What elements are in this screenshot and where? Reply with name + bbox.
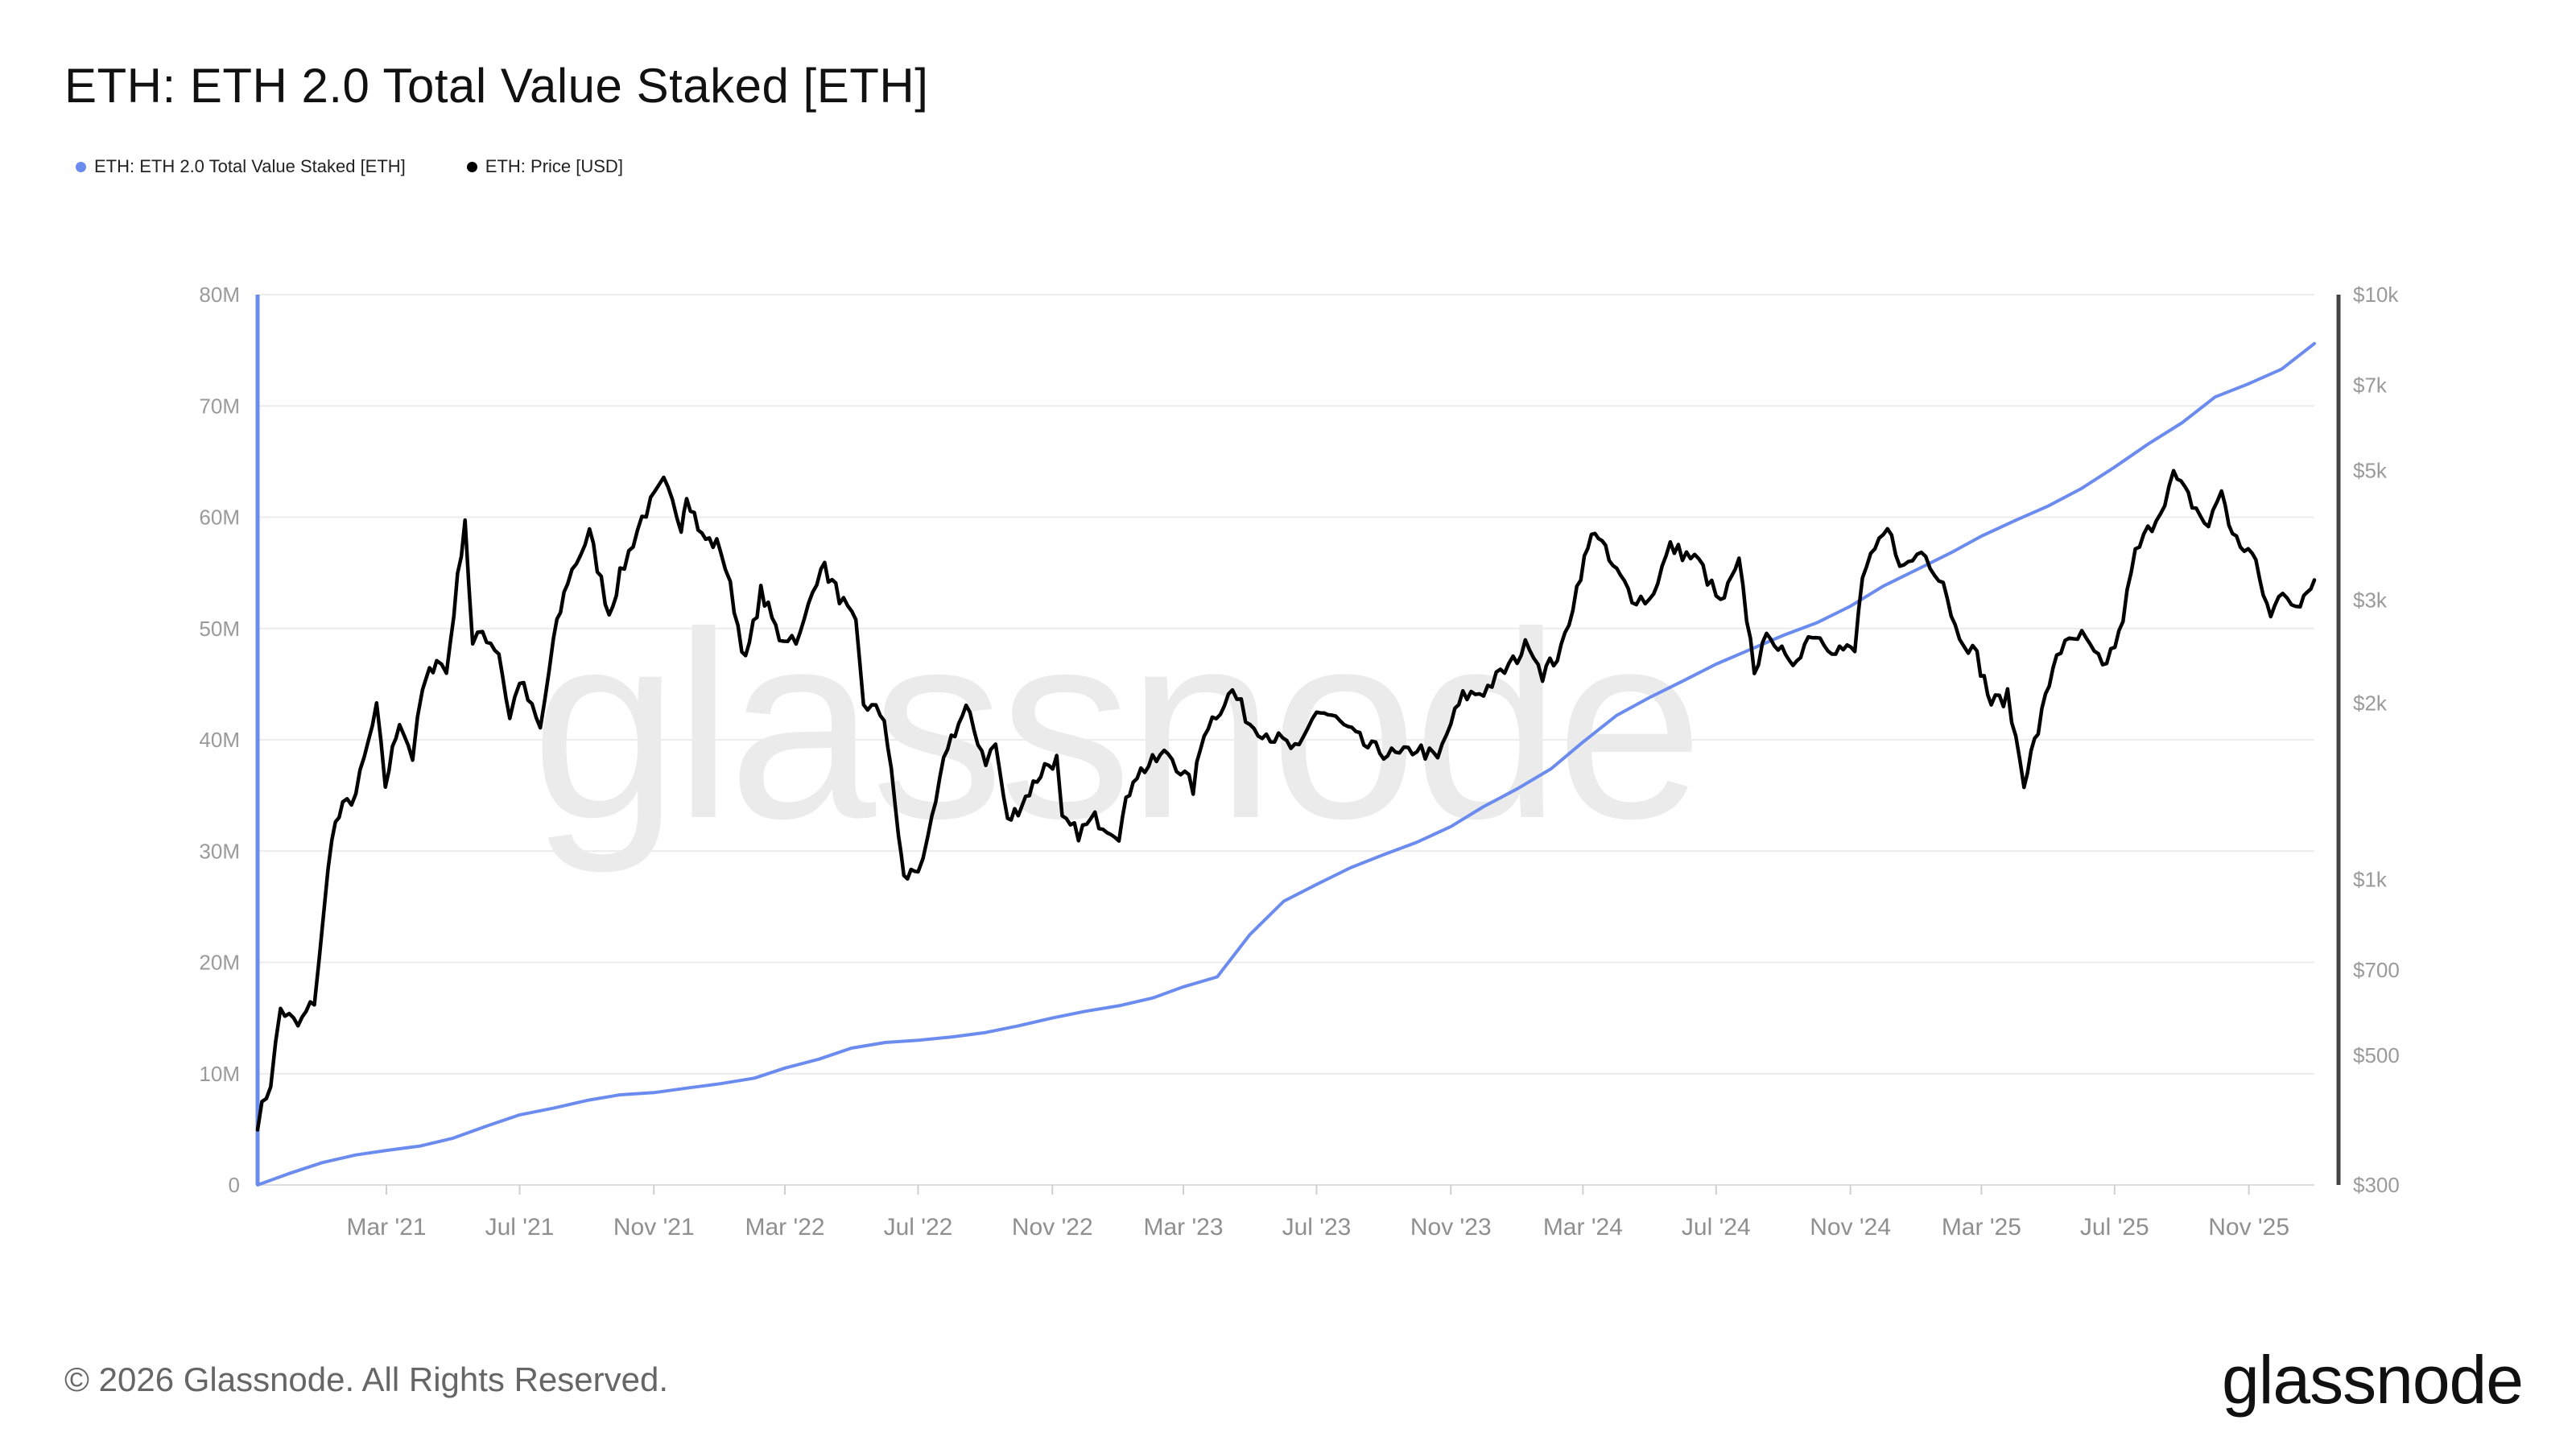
right-tick-label: $300 xyxy=(2353,1173,2400,1197)
chart-title: ETH: ETH 2.0 Total Value Staked [ETH] xyxy=(64,59,929,113)
x-tick-label: Jul '24 xyxy=(1682,1214,1751,1241)
x-tick-label: Nov '25 xyxy=(2208,1214,2289,1241)
right-tick-label: $1k xyxy=(2353,867,2388,891)
legend-label-staked: ETH: ETH 2.0 Total Value Staked [ETH] xyxy=(94,156,406,176)
chart-legend: ETH: ETH 2.0 Total Value Staked [ETH] ET… xyxy=(76,156,623,177)
x-tick-label: Mar '23 xyxy=(1143,1214,1223,1241)
legend-label-price: ETH: Price [USD] xyxy=(485,156,623,176)
x-tick-label: Nov '21 xyxy=(613,1214,695,1241)
left-tick-label: 20M xyxy=(199,951,240,975)
x-tick-label: Jul '22 xyxy=(884,1214,953,1241)
x-axis-ticks: Mar '21 Jul '21 Nov '21 Mar '22 Jul '22 Nov '… xyxy=(346,1185,2289,1241)
legend-item-price[interactable]: ETH: Price [USD] xyxy=(466,156,623,177)
right-tick-label: $500 xyxy=(2353,1043,2400,1067)
left-tick-label: 50M xyxy=(199,617,240,641)
x-tick-label: Mar '21 xyxy=(346,1214,426,1241)
left-tick-label: 80M xyxy=(199,283,240,307)
brand-logo[interactable]: glassnode xyxy=(2222,1342,2524,1418)
x-tick-label: Jul '25 xyxy=(2080,1214,2149,1241)
legend-item-staked[interactable]: ETH: ETH 2.0 Total Value Staked [ETH] xyxy=(76,156,406,177)
series-line-price xyxy=(255,469,2317,1132)
copyright-text: © 2026 Glassnode. All Rights Reserved. xyxy=(64,1360,669,1398)
right-tick-label: $7k xyxy=(2353,373,2388,397)
x-tick-label: Mar '24 xyxy=(1543,1214,1623,1241)
right-tick-label: $2k xyxy=(2353,691,2388,716)
x-tick-label: Mar '25 xyxy=(1942,1214,2021,1241)
left-tick-label: 30M xyxy=(199,839,240,863)
x-tick-label: Nov '23 xyxy=(1410,1214,1492,1241)
right-tick-label: $700 xyxy=(2353,958,2400,982)
x-tick-label: Mar '22 xyxy=(745,1214,824,1241)
left-axis-ticks: 0 10M 20M 30M 40M 50M 60M 70M 80M xyxy=(199,283,240,1197)
left-tick-label: 40M xyxy=(199,728,240,752)
watermark-text: glassnode xyxy=(531,576,1699,875)
left-tick-label: 60M xyxy=(199,506,240,530)
left-tick-label: 70M xyxy=(199,394,240,418)
left-tick-label: 10M xyxy=(199,1062,240,1086)
right-tick-label: $3k xyxy=(2353,588,2388,613)
right-tick-label: $10k xyxy=(2353,283,2399,307)
legend-dot-price xyxy=(466,161,477,172)
x-tick-label: Jul '23 xyxy=(1282,1214,1352,1241)
legend-dot-staked xyxy=(76,161,86,172)
series-group xyxy=(255,341,2317,1187)
right-axis-ticks: $300 $500 $700 $1k $2k $3k $5k $7k $10k xyxy=(2353,283,2400,1197)
right-tick-label: $5k xyxy=(2353,459,2388,483)
x-tick-label: Nov '24 xyxy=(1810,1214,1891,1241)
grid-lines xyxy=(255,294,2341,1186)
series-line-staked xyxy=(256,341,2316,1187)
x-tick-label: Jul '21 xyxy=(485,1214,555,1241)
left-tick-label: 0 xyxy=(229,1173,240,1197)
x-tick-label: Nov '22 xyxy=(1012,1214,1093,1241)
